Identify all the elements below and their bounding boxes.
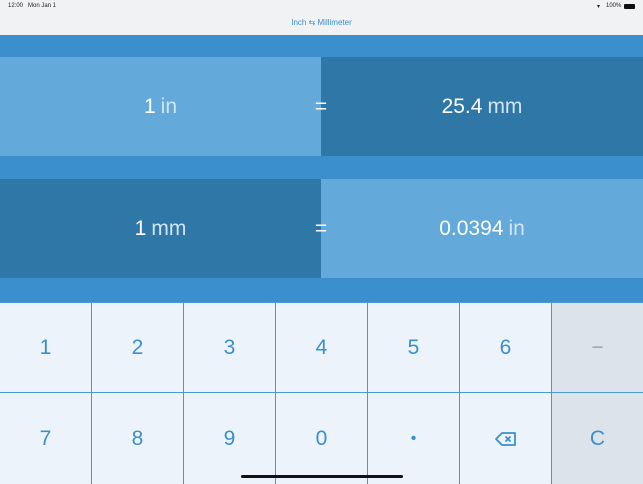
page-title: Inch ⇆ Millimeter [291, 18, 352, 27]
key-decimal[interactable]: • [368, 393, 459, 484]
key-minus[interactable]: − [552, 303, 643, 392]
status-time: 12:00 [8, 3, 24, 9]
key-2[interactable]: 2 [92, 303, 183, 392]
key-1[interactable]: 1 [0, 303, 91, 392]
result-mm[interactable]: 25.4 mm [321, 57, 643, 156]
key-0[interactable]: 0 [276, 393, 367, 484]
key-7[interactable]: 7 [0, 393, 91, 484]
equals-sign: = [314, 217, 328, 240]
value: 0.0394 [439, 216, 504, 240]
result-inch[interactable]: 0.0394 in [321, 179, 643, 278]
battery-icon [624, 4, 635, 9]
value: 1 [134, 216, 147, 240]
input-mm[interactable]: 1 mm [0, 179, 321, 278]
key-6[interactable]: 6 [460, 303, 551, 392]
key-8[interactable]: 8 [92, 393, 183, 484]
backspace-icon [494, 431, 516, 446]
value: 25.4 [441, 94, 483, 118]
conversion-row-mm: 1 mm 0.0394 in = [0, 179, 643, 278]
key-4[interactable]: 4 [276, 303, 367, 392]
wifi-icon: ▾ [597, 4, 601, 10]
navigation-bar: 12:00 Mon Jan 1 ▾ 100% Inch ⇆ Millimeter [0, 0, 643, 35]
value: 1 [143, 94, 156, 118]
unit: in [160, 94, 178, 118]
unit: in [508, 216, 525, 240]
keypad: 1 2 3 4 5 6 − 7 8 9 0 • C [0, 302, 643, 484]
key-3[interactable]: 3 [184, 303, 275, 392]
key-5[interactable]: 5 [368, 303, 459, 392]
unit: mm [487, 94, 523, 118]
home-indicator [241, 475, 403, 478]
input-inch[interactable]: 1 in [0, 57, 321, 156]
equals-sign: = [314, 95, 328, 118]
clear-button[interactable]: C [552, 393, 643, 484]
key-9[interactable]: 9 [184, 393, 275, 484]
backspace-button[interactable] [460, 393, 551, 484]
status-date: Mon Jan 1 [28, 3, 57, 9]
unit: mm [151, 216, 187, 240]
conversion-row-inch: 1 in 25.4 mm = [0, 57, 643, 156]
battery-percent: 100% [606, 3, 622, 9]
